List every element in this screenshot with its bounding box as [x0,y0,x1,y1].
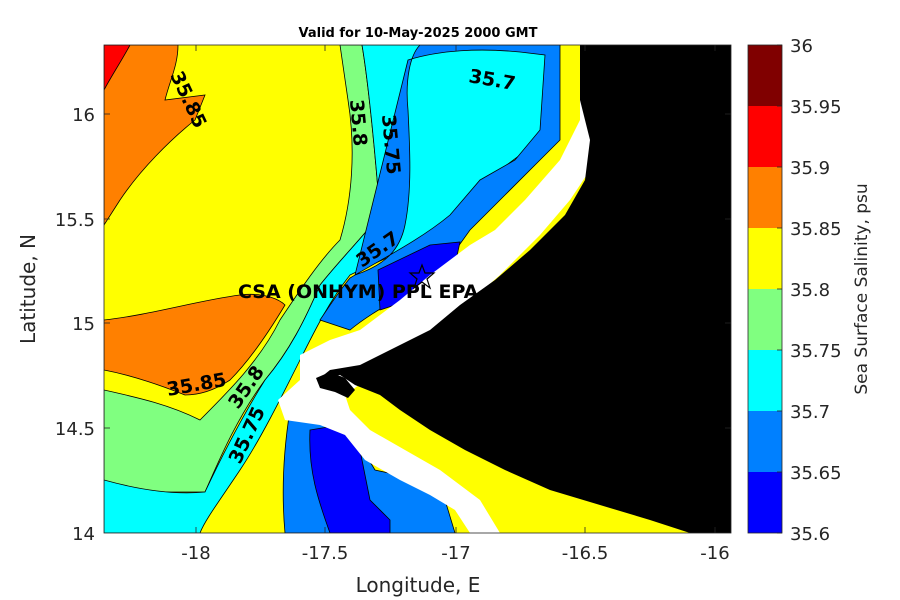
colorbar-swatch [748,167,782,228]
colorbar-tick-label: 35.75 [790,341,842,362]
colorbar-swatch [748,106,782,167]
contour-label: 35.75 [377,114,404,176]
map-title: Valid for 10-May-2025 2000 GMT [299,26,538,41]
colorbar-ticks: 36 35.95 35.9 35.85 35.8 35.75 35.7 35.65 35.6 [777,36,842,545]
colorbar-label: Sea Surface Salinity, psu [852,183,872,394]
contour-label: 35.8 [345,99,371,148]
y-tick-label: 14.5 [55,419,95,440]
colorbar: 36 35.95 35.9 35.85 35.8 35.75 35.7 35.65 35.6 S… [747,36,872,545]
y-axis [104,113,731,429]
x-tick-label: -17.5 [302,543,349,564]
x-axis [195,45,716,533]
station-star-icon [408,263,436,290]
colorbar-tick-label: 35.6 [790,524,830,545]
colorbar-tick-label: 35.85 [790,219,842,240]
y-tick-label: 14 [72,524,95,545]
no-data-mask [278,45,600,533]
colorbar-swatches [748,45,782,533]
colorbar-tick-label: 35.65 [790,463,842,484]
colorbar-swatch [748,228,782,289]
colorbar-swatch [748,45,782,106]
salinity-band-35.6-35.65-b [309,424,391,533]
y-tick-label: 15 [72,314,95,335]
colorbar-tick-label: 35.7 [790,402,830,423]
colorbar-swatch [748,350,782,411]
map-panel: 35.85 35.8 35.75 35.7 35.7 35.85 35.8 35… [16,44,732,597]
colorbar-swatch [748,289,782,350]
y-tick-label: 16 [72,105,95,126]
salinity-band-35.85-35.9-north [104,45,206,226]
x-axis-label: Longitude, E [356,573,481,597]
cap-vert-peninsula [316,372,355,398]
salinity-band-35.7-35.75 [104,45,561,533]
y-axis-label: Latitude, N [16,234,40,344]
colorbar-tick-label: 35.9 [790,158,830,179]
colorbar-tick-label: 35.95 [790,97,842,118]
land-mass-icon [320,45,731,533]
map-frame [103,44,732,534]
x-tick-label: -18 [181,543,210,564]
station-label: CSA (ONHYM) PPL EPA [238,281,479,303]
colorbar-swatch [748,472,782,533]
colorbar-tick-label: 35.8 [790,280,830,301]
x-tick-label: -17 [441,543,470,564]
x-tick-label: -16.5 [562,543,609,564]
salinity-band-35.85-35.9-south [104,293,286,396]
x-tick-label: -16 [700,543,729,564]
colorbar-swatch [748,411,782,472]
y-tick-label: 15.5 [55,210,95,231]
colorbar-tick-label: 36 [790,36,813,57]
